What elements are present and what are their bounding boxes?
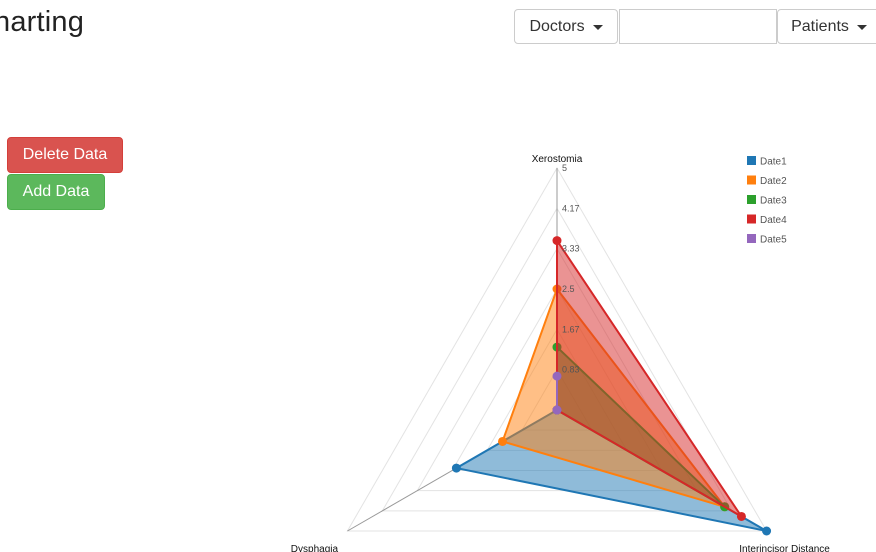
tick-label: 1.67 <box>562 324 580 334</box>
chart-legend: Date1 Date2 Date3 Date4 Date5 <box>747 156 787 246</box>
radar-tick-labels: 0.83 1.67 2.5 3.33 4.17 5 <box>562 163 580 375</box>
patients-dropdown-label: Patients <box>791 17 849 35</box>
data-point <box>736 511 746 521</box>
legend-label: Date3 <box>760 196 787 207</box>
add-data-button[interactable]: Add Data <box>7 174 105 210</box>
tick-label: 2.5 <box>562 284 575 294</box>
legend-swatch <box>747 175 756 185</box>
axis-title: Xerostomia <box>532 154 583 165</box>
data-point <box>552 236 562 246</box>
tick-label: 3.33 <box>562 244 580 254</box>
data-point <box>552 405 562 415</box>
legend-swatch <box>747 156 756 165</box>
tick-label: 0.83 <box>562 365 580 375</box>
grid-ring <box>346 166 768 532</box>
data-point <box>552 371 562 381</box>
page-title: harting <box>0 6 85 38</box>
tick-label: 5 <box>562 163 567 173</box>
series-area <box>556 237 743 518</box>
legend-swatch <box>747 234 756 243</box>
delete-data-button[interactable]: Delete Data <box>7 137 123 173</box>
patients-dropdown[interactable]: Patients <box>777 9 876 44</box>
radar-areas <box>451 236 772 536</box>
doctors-dropdown[interactable]: Doctors <box>514 9 618 44</box>
data-point <box>498 436 508 446</box>
legend-label: Date4 <box>760 215 787 226</box>
tick-label: 4.17 <box>562 203 580 213</box>
grid-ring <box>381 207 733 512</box>
axis-title: Dysphagia <box>291 544 339 552</box>
search-input[interactable] <box>619 9 777 44</box>
data-point <box>762 526 772 536</box>
doctors-dropdown-label: Doctors <box>529 17 585 35</box>
legend-swatch <box>747 214 756 224</box>
legend-label: Date2 <box>760 176 787 187</box>
caret-down-icon <box>592 25 603 30</box>
data-point <box>451 463 461 473</box>
legend-label: Date5 <box>760 235 787 246</box>
legend-label: Date1 <box>760 157 787 168</box>
axis-title: Interincisor Distance <box>739 544 830 552</box>
caret-down-icon <box>856 25 867 30</box>
legend-swatch <box>747 195 756 204</box>
